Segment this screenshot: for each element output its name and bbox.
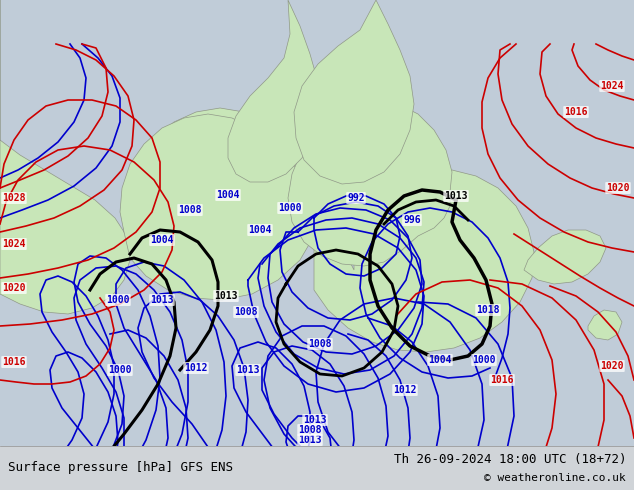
Text: 1008: 1008 (234, 307, 258, 317)
Polygon shape (588, 310, 622, 340)
Text: 1020: 1020 (3, 283, 26, 293)
Text: 1024: 1024 (600, 81, 624, 91)
Text: 1013: 1013 (150, 295, 174, 305)
Text: 1000: 1000 (108, 365, 132, 375)
Polygon shape (120, 114, 534, 352)
Text: 1020: 1020 (606, 183, 630, 193)
Text: 1008: 1008 (298, 425, 321, 435)
Text: 1004: 1004 (216, 190, 240, 200)
Text: 1000: 1000 (278, 203, 302, 213)
Text: 1016: 1016 (564, 107, 588, 117)
Polygon shape (0, 0, 634, 446)
Text: 1024: 1024 (3, 239, 26, 249)
Bar (0, 446, 634, 490)
Text: 992: 992 (347, 193, 365, 203)
Text: 1000: 1000 (107, 295, 130, 305)
Text: 1013: 1013 (444, 191, 468, 201)
Text: 1013: 1013 (298, 435, 321, 445)
Polygon shape (524, 230, 606, 284)
Text: 1004: 1004 (150, 235, 174, 245)
Text: Surface pressure [hPa] GFS ENS: Surface pressure [hPa] GFS ENS (8, 462, 233, 474)
Text: 1028: 1028 (3, 193, 26, 203)
Text: Th 26-09-2024 18:00 UTC (18+72): Th 26-09-2024 18:00 UTC (18+72) (394, 454, 626, 466)
Text: 1016: 1016 (490, 375, 514, 385)
Polygon shape (228, 0, 320, 182)
Polygon shape (0, 0, 130, 314)
Text: 1008: 1008 (178, 205, 202, 215)
Polygon shape (294, 0, 414, 184)
Text: © weatheronline.co.uk: © weatheronline.co.uk (484, 473, 626, 483)
Text: 1013: 1013 (303, 415, 327, 425)
Polygon shape (122, 108, 308, 294)
Text: 1000: 1000 (472, 355, 496, 365)
Text: 1016: 1016 (3, 357, 26, 367)
Polygon shape (310, 130, 450, 252)
Text: 1012: 1012 (184, 363, 208, 373)
Text: 1018: 1018 (476, 305, 500, 315)
Text: 1013: 1013 (236, 365, 260, 375)
Text: 1008: 1008 (308, 339, 332, 349)
Text: 996: 996 (403, 215, 421, 225)
Text: 1012: 1012 (393, 385, 417, 395)
Text: 1004: 1004 (428, 355, 452, 365)
Text: 1020: 1020 (600, 361, 624, 371)
Text: 1013: 1013 (214, 291, 238, 301)
Text: 1004: 1004 (249, 225, 272, 235)
Polygon shape (288, 100, 452, 266)
